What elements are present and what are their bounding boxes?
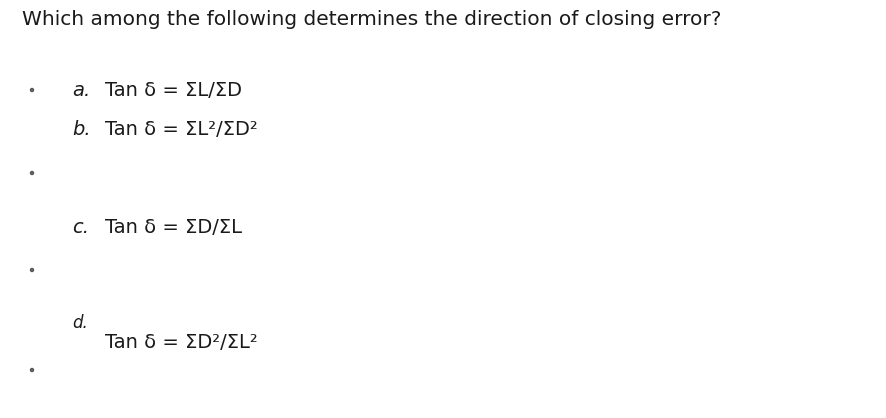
- Text: Tan δ = ΣD/ΣL: Tan δ = ΣD/ΣL: [105, 219, 242, 237]
- Text: Tan δ = ΣD²/ΣL²: Tan δ = ΣD²/ΣL²: [105, 334, 258, 352]
- Text: b.: b.: [72, 120, 90, 140]
- Text: Which among the following determines the direction of closing error?: Which among the following determines the…: [22, 10, 720, 30]
- Text: d.: d.: [72, 314, 88, 332]
- Text: c.: c.: [72, 219, 89, 237]
- Text: Tan δ = ΣL/ΣD: Tan δ = ΣL/ΣD: [105, 81, 242, 99]
- Text: a.: a.: [72, 81, 90, 99]
- Text: Tan δ = ΣL²/ΣD²: Tan δ = ΣL²/ΣD²: [105, 120, 258, 140]
